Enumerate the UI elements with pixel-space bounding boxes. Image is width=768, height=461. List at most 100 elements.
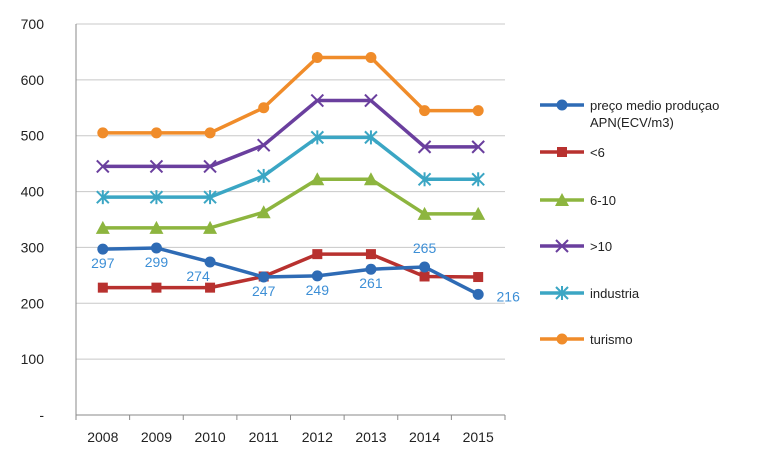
marker-star bbox=[471, 172, 485, 187]
marker-circle bbox=[150, 127, 162, 139]
marker-x-stroke bbox=[555, 239, 569, 253]
legend-label: <6 bbox=[590, 145, 605, 160]
marker-star bbox=[417, 172, 432, 187]
legend-item: preço medio produçao APN(ECV/m3) bbox=[540, 98, 719, 130]
data-label: 249 bbox=[306, 282, 330, 298]
marker-circle bbox=[311, 52, 323, 64]
marker-circle bbox=[472, 288, 484, 300]
y-tick-label: - bbox=[39, 407, 44, 423]
marker-square bbox=[151, 282, 162, 293]
marker-circle bbox=[311, 270, 323, 282]
marker-x-stroke bbox=[96, 159, 110, 174]
marker-x bbox=[149, 159, 164, 174]
marker-circle bbox=[204, 256, 216, 268]
series-industria bbox=[96, 130, 485, 205]
marker-square bbox=[205, 282, 216, 293]
legend-label: industria bbox=[590, 286, 640, 301]
marker-circle bbox=[365, 52, 377, 64]
marker-circle bbox=[556, 333, 568, 345]
marker-x-stroke bbox=[256, 138, 271, 152]
marker-star bbox=[310, 130, 325, 145]
marker-star bbox=[364, 130, 378, 145]
x-tick-label: 2008 bbox=[87, 429, 118, 445]
legend-item: 6-10 bbox=[540, 193, 616, 208]
marker-circle bbox=[258, 271, 270, 283]
series-line bbox=[102, 55, 479, 135]
marker-x bbox=[310, 93, 325, 108]
data-labels: 297 299 274 247 249 261 265 216 bbox=[91, 240, 520, 304]
marker-x bbox=[96, 159, 110, 174]
marker-x-stroke bbox=[149, 159, 164, 174]
marker-square bbox=[97, 282, 108, 293]
marker-circle bbox=[97, 243, 109, 255]
marker-star bbox=[96, 190, 110, 205]
marker-triangle bbox=[149, 220, 164, 234]
marker-circle bbox=[419, 105, 431, 117]
y-tick-label: 500 bbox=[21, 128, 45, 144]
legend-item: turismo bbox=[540, 332, 633, 347]
x-tick-label: 2012 bbox=[302, 429, 333, 445]
series-line bbox=[102, 98, 479, 169]
data-label: 299 bbox=[145, 254, 169, 270]
data-label: 216 bbox=[497, 288, 521, 304]
series-group bbox=[95, 52, 486, 300]
data-label: 297 bbox=[91, 255, 115, 271]
data-label: 247 bbox=[252, 283, 276, 299]
marker-x bbox=[256, 138, 271, 152]
y-tick-label: 600 bbox=[21, 72, 45, 88]
y-tick-label: 100 bbox=[21, 351, 45, 367]
marker-triangle bbox=[256, 205, 271, 219]
marker-triangle bbox=[555, 193, 569, 206]
marker-square bbox=[419, 271, 430, 282]
data-label: 261 bbox=[359, 275, 383, 291]
legend: preço medio produçao APN(ECV/m3) <6 6-10 >10… bbox=[540, 98, 719, 347]
legend-label: preço medio produçao bbox=[590, 98, 719, 113]
marker-triangle bbox=[363, 172, 378, 186]
marker-circle bbox=[204, 127, 216, 139]
marker-circle bbox=[556, 99, 568, 111]
marker-triangle bbox=[95, 220, 110, 234]
marker-triangle bbox=[203, 220, 218, 234]
marker-x bbox=[555, 239, 569, 253]
marker-square bbox=[312, 249, 323, 260]
marker-x-stroke bbox=[471, 140, 485, 154]
marker-x bbox=[471, 140, 485, 154]
data-label: 265 bbox=[413, 240, 437, 256]
x-tick-label: 2014 bbox=[409, 429, 440, 445]
marker-triangle bbox=[310, 172, 325, 186]
legend-label: turismo bbox=[590, 332, 633, 347]
marker-circle bbox=[365, 263, 377, 275]
marker-circle bbox=[472, 105, 484, 117]
marker-circle bbox=[97, 127, 109, 139]
marker-star bbox=[203, 190, 217, 205]
legend-label: APN(ECV/m3) bbox=[590, 115, 674, 130]
series-turismo bbox=[97, 52, 484, 139]
series-10 bbox=[96, 93, 485, 174]
y-tick-label: 300 bbox=[21, 239, 45, 255]
marker-square bbox=[557, 147, 567, 157]
legend-item: >10 bbox=[540, 239, 612, 254]
series-6-10 bbox=[95, 172, 486, 234]
marker-square bbox=[365, 249, 376, 260]
marker-x-stroke bbox=[417, 140, 432, 154]
marker-star bbox=[555, 286, 569, 300]
y-tick-label: 700 bbox=[21, 16, 45, 32]
marker-circle bbox=[150, 242, 162, 254]
marker-triangle bbox=[417, 206, 432, 220]
x-tick-label: 2015 bbox=[463, 429, 494, 445]
marker-x-stroke bbox=[203, 159, 217, 174]
legend-label: >10 bbox=[590, 239, 612, 254]
y-tick-label: 200 bbox=[21, 295, 45, 311]
marker-x-stroke bbox=[310, 93, 325, 108]
marker-star bbox=[256, 168, 271, 183]
y-tick-label: 400 bbox=[21, 184, 45, 200]
legend-item: industria bbox=[540, 286, 640, 301]
series-line bbox=[102, 246, 479, 296]
legend-label: 6-10 bbox=[590, 193, 616, 208]
axes: - 100 200 300 400 500 600 700 2008 2009 2010 2011 20… bbox=[21, 16, 506, 445]
series-line bbox=[102, 135, 479, 199]
marker-circle bbox=[419, 261, 431, 273]
marker-x bbox=[364, 93, 378, 108]
legend-item: <6 bbox=[540, 145, 605, 160]
